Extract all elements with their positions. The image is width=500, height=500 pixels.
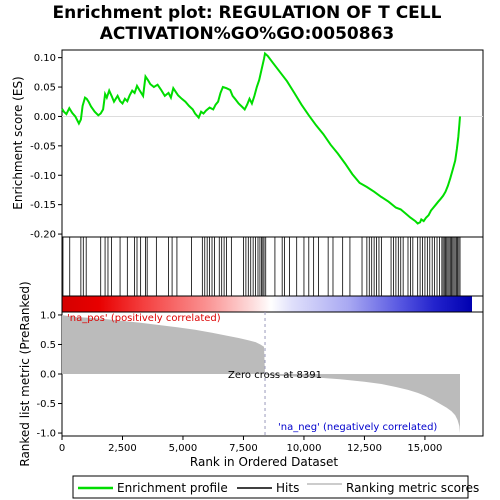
na-neg-label: 'na_neg' (negatively correlated) — [278, 422, 437, 433]
es-y-tick-label: -0.10 — [30, 171, 56, 182]
es-y-tick-label: -0.15 — [30, 200, 56, 211]
x-tick-label: 5,000 — [169, 443, 198, 454]
metric-y-label: Ranked list metric (PreRanked) — [18, 281, 32, 466]
metric-y-tick-label: -1.0 — [36, 429, 56, 440]
x-tick-label: 15,000 — [407, 443, 442, 454]
es-y-axis: 0.10 0.05 0.00 -0.05 -0.10 -0.15 -0.20 — [30, 53, 62, 241]
hit-marks — [62, 237, 461, 296]
x-tick-label: 0 — [59, 443, 65, 454]
es-y-label: Enrichment score (ES) — [11, 76, 25, 209]
zero-cross-label: Zero cross at 8391 — [228, 370, 322, 381]
es-y-tick-label: -0.20 — [30, 230, 56, 241]
x-axis-label: Rank in Ordered Dataset — [190, 455, 338, 469]
chart-title-line-2: ACTIVATION%GO%GO:0050863 — [100, 24, 394, 44]
legend-frame — [72, 475, 469, 499]
x-tick-label: 10,000 — [286, 443, 321, 454]
metric-y-tick-label: 1.0 — [40, 310, 56, 321]
es-y-tick-label: -0.05 — [30, 141, 56, 152]
metric-y-tick-label: 0.0 — [40, 370, 56, 381]
legend: Enrichment profile Hits Ranking metric s… — [72, 475, 479, 499]
ranking-metric-area — [62, 315, 460, 433]
legend-hits-label: Hits — [276, 481, 299, 495]
es-panel-frame — [61, 49, 484, 238]
rank-color-bar — [62, 296, 472, 312]
metric-y-tick-label: -0.5 — [36, 399, 56, 410]
metric-y-tick-label: 0.5 — [40, 340, 56, 351]
es-y-tick-label: 0.00 — [34, 112, 56, 123]
legend-metric-label: Ranking metric scores — [346, 481, 479, 495]
es-y-tick-label: 0.05 — [34, 83, 56, 94]
na-pos-label: 'na_pos' (positively correlated) — [67, 313, 221, 324]
metric-y-axis: 1.0 0.5 0.0 -0.5 -1.0 — [36, 310, 62, 440]
enrichment-profile-line — [61, 51, 461, 225]
x-tick-label: 12,500 — [347, 443, 382, 454]
x-tick-label: 2,500 — [108, 443, 137, 454]
chart-title-line-1: Enrichment plot: REGULATION OF T CELL — [53, 3, 442, 23]
x-axis: 0 2,500 5,000 7,500 10,000 12,500 15,000 — [59, 436, 442, 454]
es-y-tick-label: 0.10 — [34, 53, 56, 64]
x-tick-label: 7,500 — [229, 443, 258, 454]
legend-enrichment-label: Enrichment profile — [117, 481, 228, 495]
